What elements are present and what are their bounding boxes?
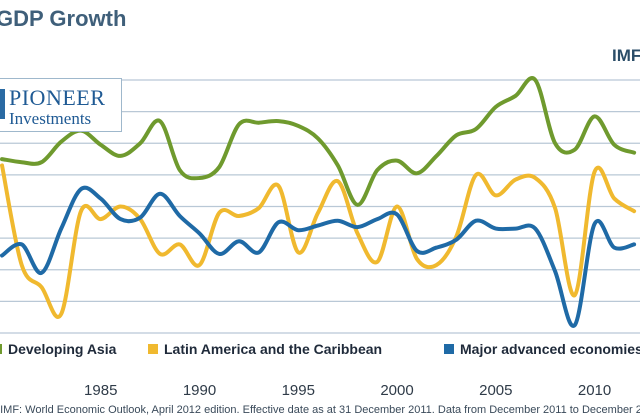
logo-name: PIONEER <box>9 85 106 110</box>
footer-note: : IMF: World Economic Outlook, April 201… <box>0 404 640 416</box>
x-tick-label-1990: 1990 <box>183 382 216 399</box>
x-tick-label-1995: 1995 <box>282 382 315 399</box>
legend-swatch-developing-asia <box>0 344 2 354</box>
chart-title: GDP Growth <box>0 6 127 31</box>
series-line-major-advanced <box>0 185 637 328</box>
x-tick-label-2010: 2010 <box>578 382 611 399</box>
x-tick-label-2000: 2000 <box>380 382 413 399</box>
logo-subtitle: Investments <box>9 109 92 128</box>
x-tick-label-2005: 2005 <box>479 382 512 399</box>
series-line-latin-america <box>0 163 637 319</box>
logo-mark-icon <box>0 89 5 119</box>
legend-swatch-latin-america <box>148 344 158 354</box>
legend-label-developing-asia: Developing Asia <box>8 341 117 357</box>
chart-legend: Developing Asia Latin America and the Ca… <box>0 341 640 361</box>
x-tick-label-1985: 1985 <box>84 382 117 399</box>
legend-swatch-major-advanced <box>444 344 454 354</box>
pioneer-logo: PIONEER Investments <box>0 78 122 132</box>
series-line-developing-asia <box>0 76 637 207</box>
legend-item-developing-asia: Developing Asia <box>0 341 116 357</box>
legend-item-latin-america: Latin America and the Caribbean <box>148 341 382 357</box>
series-lines <box>0 76 637 328</box>
x-axis-ticks: 1985 1990 1995 2000 2005 2010 <box>84 382 611 399</box>
legend-label-major-advanced: Major advanced economies <box>460 341 640 357</box>
legend-label-latin-america: Latin America and the Caribbean <box>164 341 383 357</box>
legend-item-major-advanced: Major advanced economies <box>444 341 640 357</box>
source-tag: IMF <box>612 46 640 65</box>
